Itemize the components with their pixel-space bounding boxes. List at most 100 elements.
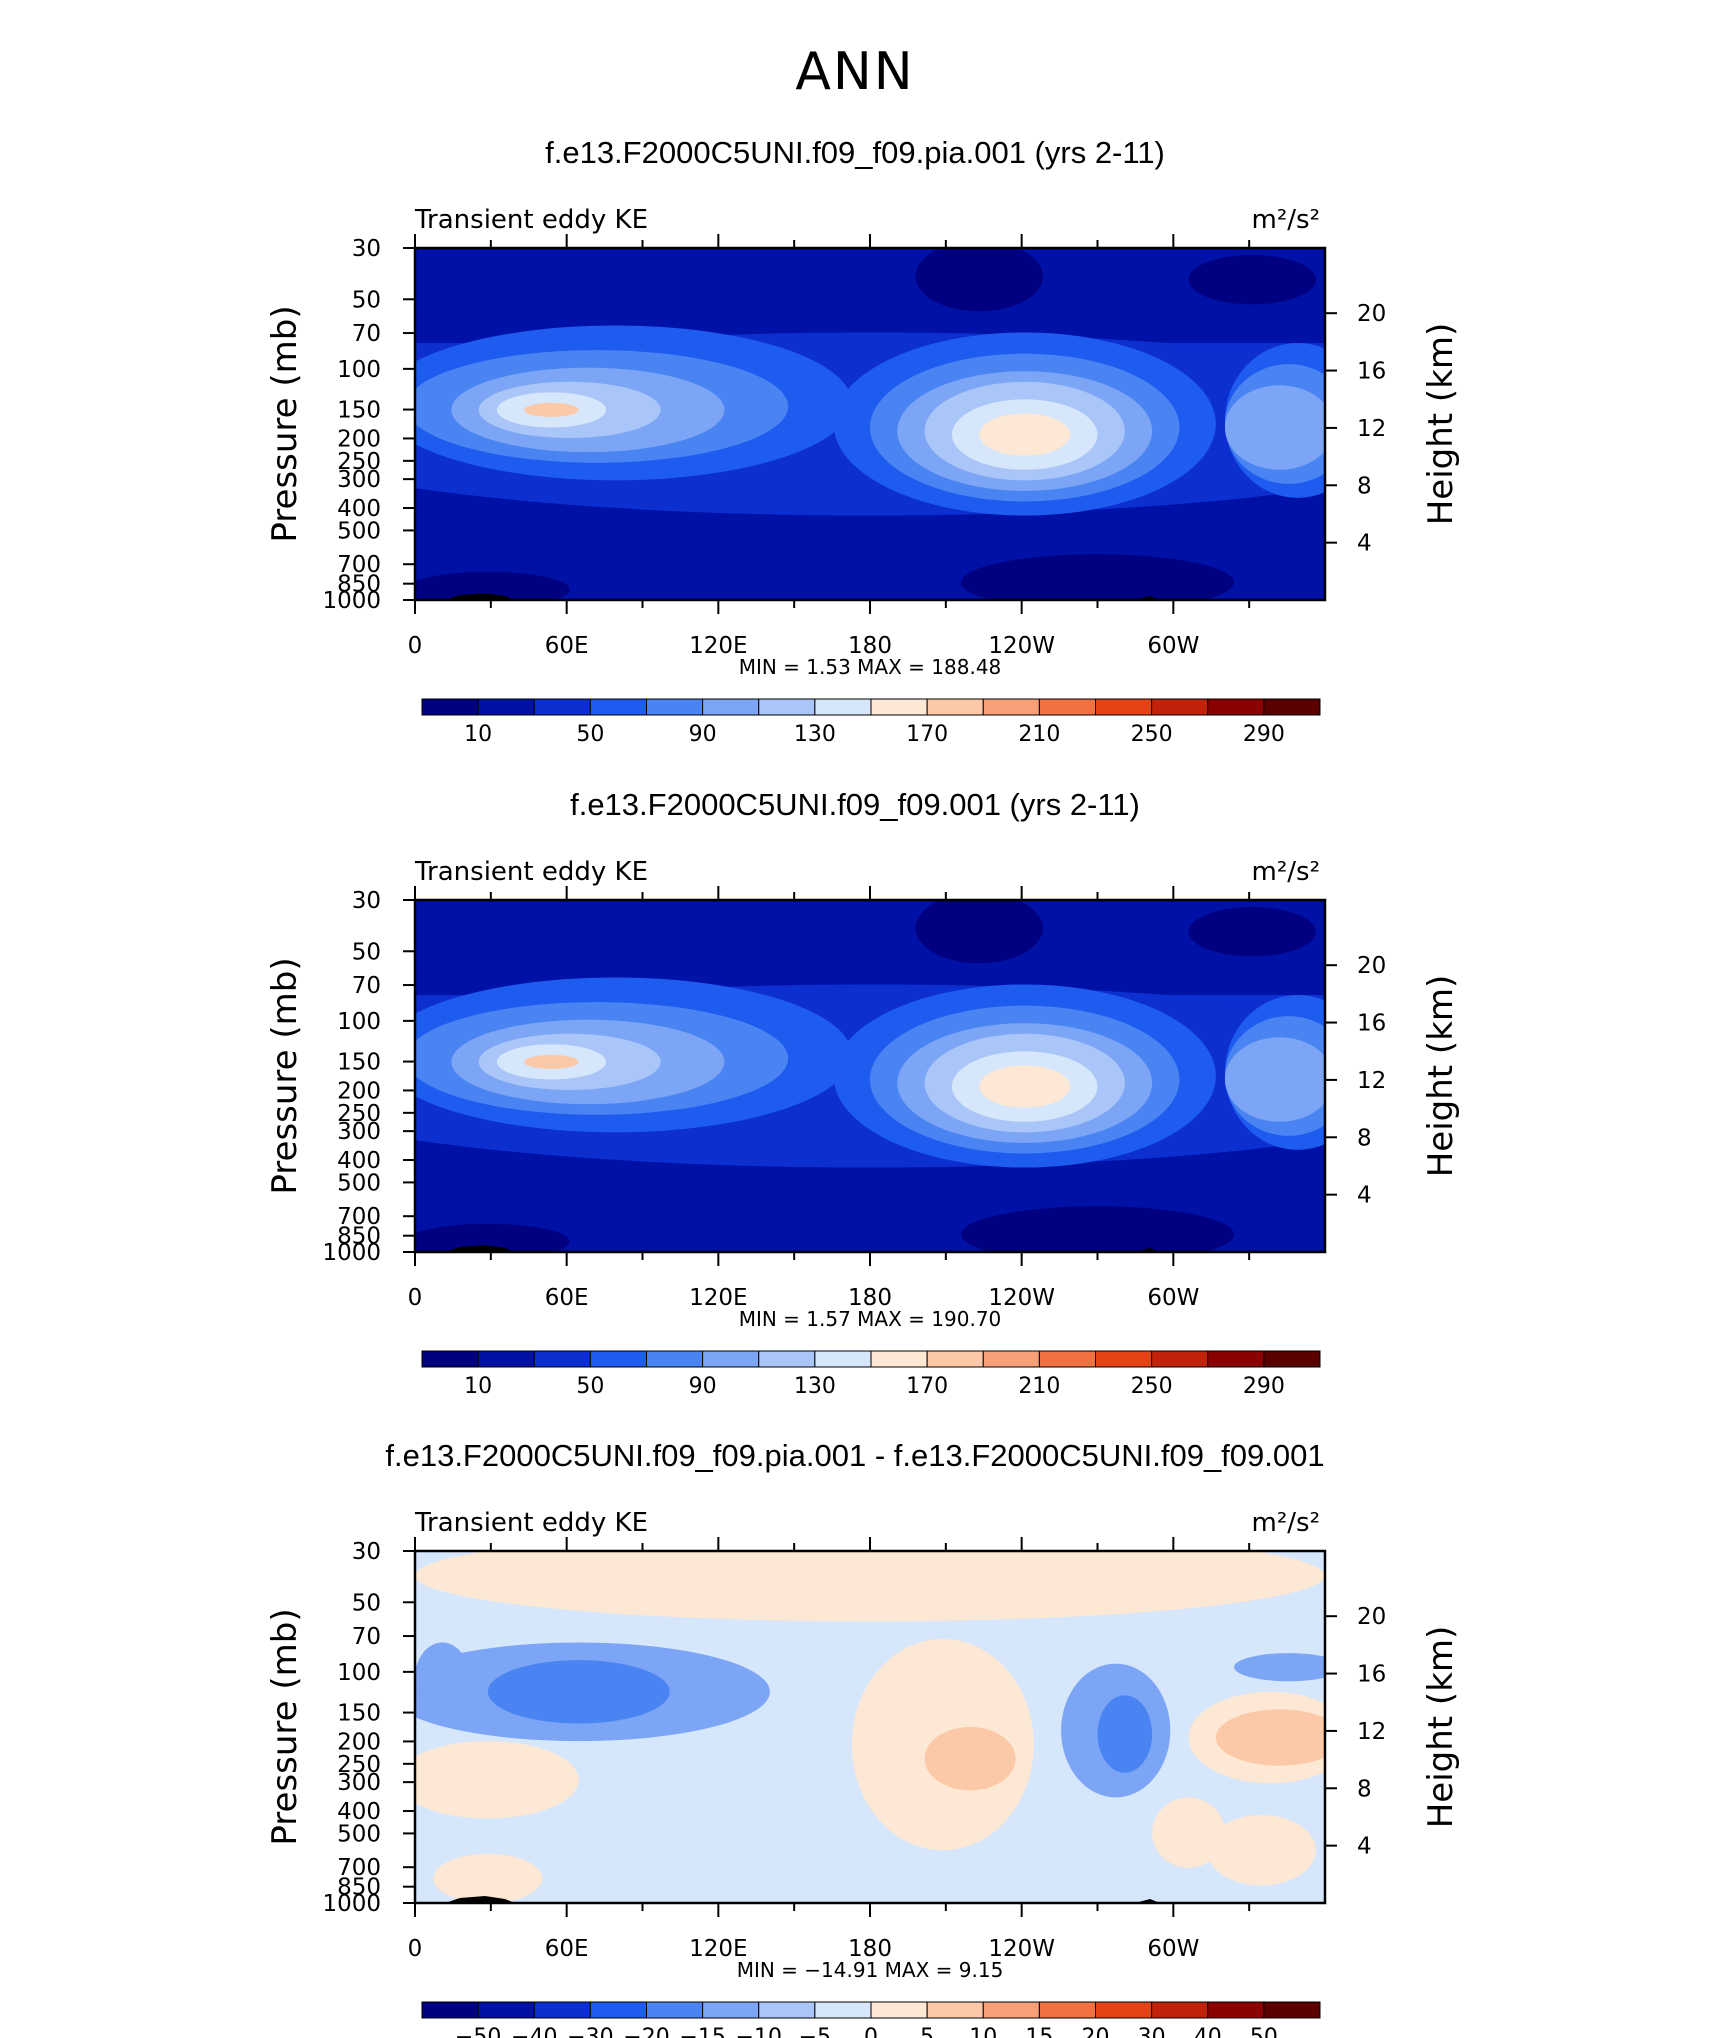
contour-region xyxy=(487,1660,670,1724)
contour-region xyxy=(1215,1709,1325,1766)
contour-region xyxy=(979,413,1071,456)
y-tick-label: 500 xyxy=(337,1821,381,1847)
colorbar-swatch xyxy=(646,1350,704,1368)
colorbar-swatch xyxy=(1151,1350,1209,1368)
y-tick-label: 30 xyxy=(352,888,381,914)
y-tick-label: 400 xyxy=(337,1799,381,1825)
x-tick-label: 120W xyxy=(988,1936,1055,1962)
y2-tick-label: 8 xyxy=(1357,473,1372,499)
y-tick-label: 200 xyxy=(337,1078,381,1104)
colorbar-swatch xyxy=(1263,2001,1321,2019)
y-tick-label: 250 xyxy=(337,1101,381,1127)
colorbar-label: 130 xyxy=(794,722,836,747)
panel-title: f.e13.F2000C5UNI.f09_f09.001 (yrs 2-11) xyxy=(570,787,1140,822)
y-tick-label: 400 xyxy=(337,1148,381,1174)
colorbar-swatch xyxy=(870,1350,928,1368)
variable-label: Transient eddy KE xyxy=(414,205,648,235)
contour-field xyxy=(415,900,1325,1252)
colorbar-label: 20 xyxy=(1082,2025,1110,2038)
colorbar-swatch xyxy=(646,2001,704,2019)
colorbar-label: 290 xyxy=(1243,1374,1285,1399)
y2-tick-label: 16 xyxy=(1357,1662,1386,1688)
x-tick-label: 60W xyxy=(1147,1285,1199,1311)
panel-title: f.e13.F2000C5UNI.f09_f09.pia.001 (yrs 2-… xyxy=(545,135,1165,170)
y2-tick-label: 20 xyxy=(1357,1604,1386,1630)
contour-region xyxy=(415,571,570,600)
x-tick-label: 180 xyxy=(848,1285,892,1311)
y-tick-label: 500 xyxy=(337,518,381,544)
colorbar-swatch xyxy=(982,2001,1040,2019)
contour-region xyxy=(524,1054,579,1069)
colorbar-swatch xyxy=(421,698,479,716)
colorbar-swatch xyxy=(758,1350,816,1368)
colorbar-swatch xyxy=(702,2001,760,2019)
y-tick-label: 1000 xyxy=(322,588,381,614)
colorbar-swatch xyxy=(477,1350,535,1368)
contour-region xyxy=(524,402,579,417)
colorbar-swatch xyxy=(926,1350,984,1368)
x-tick-label: 60E xyxy=(545,633,589,659)
y2-tick-label: 16 xyxy=(1357,1011,1386,1037)
colorbar-swatch xyxy=(758,2001,816,2019)
colorbar-label: −50 xyxy=(455,2025,501,2038)
colorbar-swatch xyxy=(702,698,760,716)
colorbar-label: 170 xyxy=(906,1374,948,1399)
y2-tick-label: 4 xyxy=(1357,1183,1372,1209)
colorbar-label: 90 xyxy=(689,1374,717,1399)
colorbar-label: 210 xyxy=(1018,722,1060,747)
colorbar-swatch xyxy=(926,2001,984,2019)
colorbar-label: 10 xyxy=(969,2025,997,2038)
contour-field xyxy=(415,1551,1325,1903)
y2-tick-label: 4 xyxy=(1357,1834,1372,1860)
panel-title: f.e13.F2000C5UNI.f09_f09.pia.001 - f.e13… xyxy=(385,1438,1324,1473)
x-tick-label: 60W xyxy=(1147,633,1199,659)
units-label: m²/s² xyxy=(1252,1508,1320,1538)
y-tick-label: 850 xyxy=(337,1875,381,1901)
colorbar-label: −15 xyxy=(679,2025,725,2038)
colorbar-swatch xyxy=(1151,698,1209,716)
colorbar-label: 40 xyxy=(1194,2025,1222,2038)
contour-region xyxy=(1152,1797,1225,1868)
contour-region xyxy=(1206,1815,1316,1886)
y2-axis-label: Height (km) xyxy=(1421,1626,1461,1829)
y-tick-label: 700 xyxy=(337,1855,381,1881)
contour-region xyxy=(979,1065,1071,1108)
y-tick-label: 70 xyxy=(352,321,381,347)
colorbar-swatch xyxy=(589,2001,647,2019)
colorbar-swatch xyxy=(1038,1350,1096,1368)
colorbar-swatch xyxy=(533,698,591,716)
y-tick-label: 30 xyxy=(352,236,381,262)
panel-3: f.e13.F2000C5UNI.f09_f09.pia.001 - f.e13… xyxy=(265,1438,1461,2038)
contour-region xyxy=(415,1223,570,1252)
colorbar-label: 30 xyxy=(1138,2025,1166,2038)
x-tick-label: 0 xyxy=(408,1936,423,1962)
y-tick-label: 1000 xyxy=(322,1240,381,1266)
contour-region xyxy=(1234,1653,1325,1682)
colorbar-label: 15 xyxy=(1025,2025,1053,2038)
y-tick-label: 250 xyxy=(337,449,381,475)
x-tick-label: 120E xyxy=(689,1936,747,1962)
min-max-stats: MIN = 1.57 MAX = 190.70 xyxy=(739,1307,1002,1331)
contour-region xyxy=(433,1853,543,1903)
variable-label: Transient eddy KE xyxy=(414,1508,648,1538)
y-tick-label: 50 xyxy=(352,939,381,965)
colorbar-label: 50 xyxy=(1250,2025,1278,2038)
y-tick-label: 1000 xyxy=(322,1891,381,1917)
y-tick-label: 500 xyxy=(337,1170,381,1196)
colorbar-swatch xyxy=(477,698,535,716)
colorbar-swatch xyxy=(1207,698,1265,716)
min-max-stats: MIN = 1.53 MAX = 188.48 xyxy=(739,655,1002,679)
y-tick-label: 200 xyxy=(337,1729,381,1755)
colorbar-swatch xyxy=(758,698,816,716)
x-tick-label: 180 xyxy=(848,633,892,659)
colorbar-swatch xyxy=(589,698,647,716)
contour-region xyxy=(1188,255,1316,305)
y-tick-label: 850 xyxy=(337,572,381,598)
y-tick-label: 50 xyxy=(352,1590,381,1616)
colorbar-swatch xyxy=(870,2001,928,2019)
y-tick-label: 150 xyxy=(337,1701,381,1727)
colorbar-swatch xyxy=(982,1350,1040,1368)
y-tick-label: 400 xyxy=(337,496,381,522)
figure-title: ANN xyxy=(795,42,915,102)
